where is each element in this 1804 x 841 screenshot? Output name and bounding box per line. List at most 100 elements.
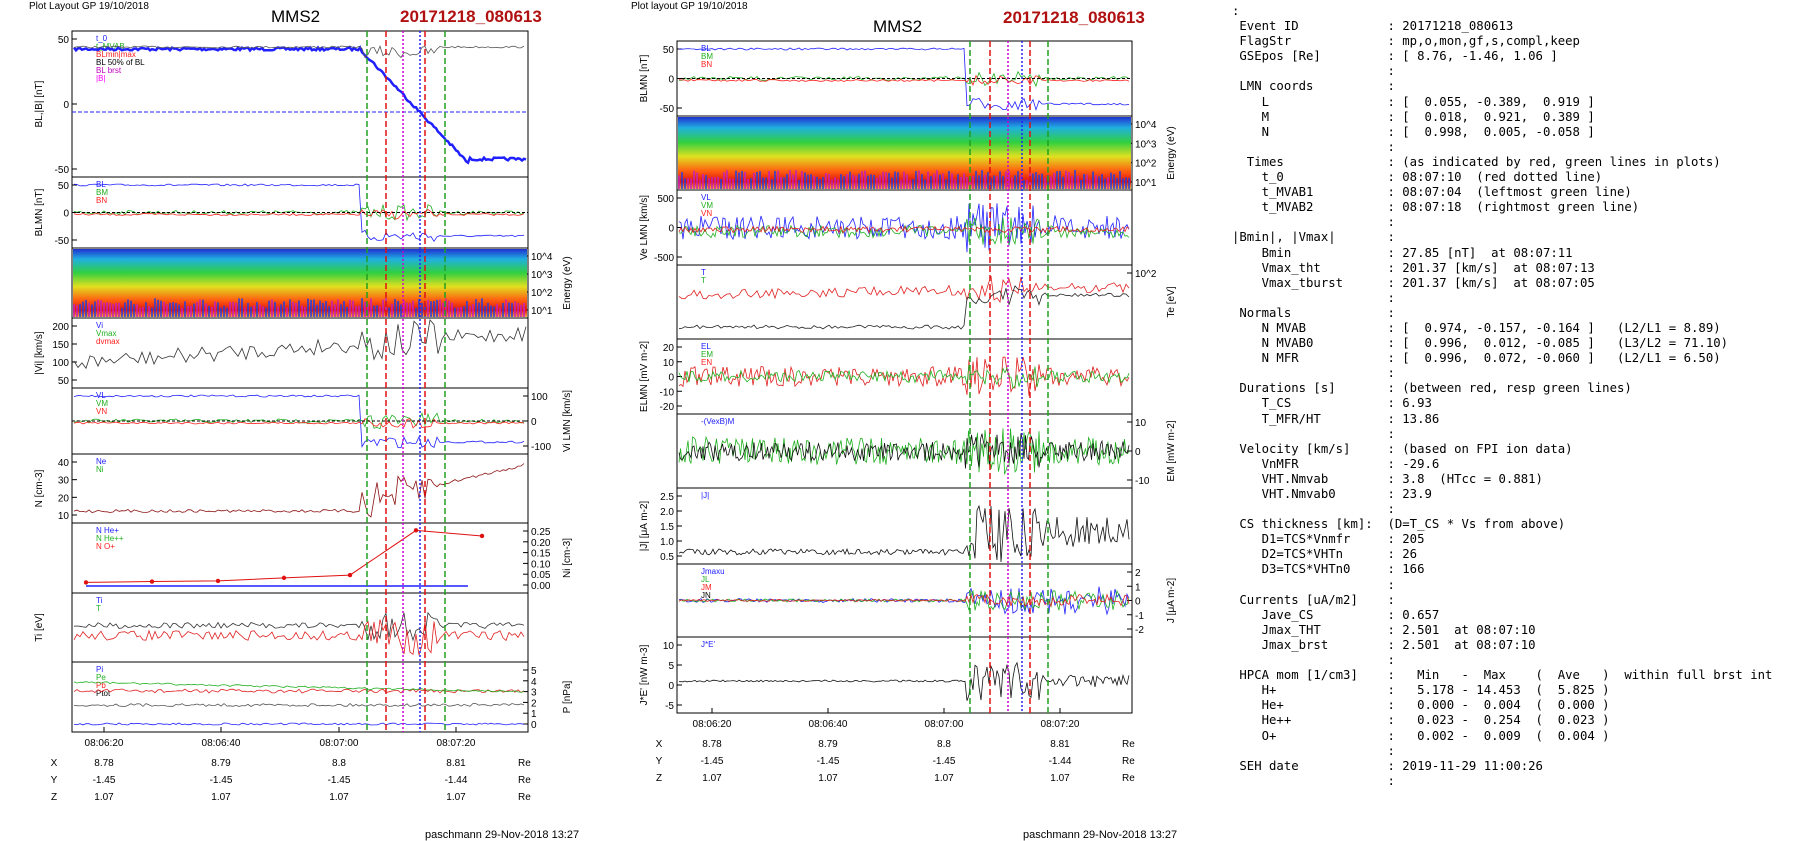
summary-line: VnMFR : -29.6 bbox=[1232, 456, 1440, 471]
summary-line: : bbox=[1232, 653, 1395, 668]
y-axis-label: Ve LMN [km/s] bbox=[639, 195, 650, 260]
legend-entry: BL 50% of BL bbox=[96, 58, 145, 67]
y-tick-label-right: 10^4 bbox=[531, 252, 553, 263]
y-tick-label: 50 bbox=[58, 376, 70, 387]
y-tick-label: 500 bbox=[657, 194, 674, 205]
right-axis-label: Te [eV] bbox=[1166, 286, 1177, 317]
summary-line: |Bmin|, |Vmax| : bbox=[1232, 230, 1395, 245]
y-axis-label: BLMN [nT] bbox=[639, 54, 650, 102]
position-value: -1.45 bbox=[328, 775, 351, 786]
y-tick-label: 0 bbox=[63, 209, 69, 220]
position-row-label: Z bbox=[51, 792, 57, 803]
L-series bbox=[73, 394, 525, 449]
right-axis-label: Energy (eV) bbox=[1166, 126, 1177, 179]
summary-line: : bbox=[1232, 4, 1240, 18]
Em-green-series bbox=[678, 428, 1130, 475]
summary-line: : bbox=[1232, 290, 1395, 305]
summary-line: CS thickness [km]: (D=T_CS * Vs from abo… bbox=[1232, 517, 1566, 532]
position-value: 8.81 bbox=[1050, 739, 1070, 750]
y-tick-label-right: 10^2 bbox=[531, 288, 553, 299]
summary-line: : bbox=[1232, 139, 1395, 154]
y-tick-label-right: -100 bbox=[531, 442, 551, 453]
y-tick-label-right: 0 bbox=[1135, 447, 1141, 458]
position-row-label: Z bbox=[656, 773, 662, 784]
legend-entry: EL bbox=[701, 342, 711, 351]
legend-entry: JM bbox=[701, 583, 712, 592]
summary-line: : bbox=[1232, 773, 1395, 788]
position-value: 1.07 bbox=[94, 792, 114, 803]
y-tick-label-right: 10^2 bbox=[1135, 269, 1157, 280]
panel-frame bbox=[71, 453, 529, 524]
summary-line: Event ID : 20171218_080613 bbox=[1232, 19, 1514, 34]
E-green-series bbox=[678, 364, 1130, 389]
middle-event-label: 20171218_080613 bbox=[1003, 8, 1145, 27]
panel-frame bbox=[71, 661, 529, 733]
legend-entry: N He+ bbox=[96, 526, 119, 535]
M-series bbox=[73, 411, 525, 430]
summary-line: GSEpos [Re] : [ 8.76, -1.46, 1.06 ] bbox=[1232, 49, 1558, 64]
right-axis-label: Ni [cm-3] bbox=[562, 538, 573, 578]
legend-entry: Pi bbox=[96, 665, 103, 674]
legend-entry: t_MVAB bbox=[96, 42, 125, 51]
position-value: -1.44 bbox=[445, 775, 468, 786]
left-event-label: 20171218_080613 bbox=[400, 7, 542, 26]
position-row-label: X bbox=[656, 739, 663, 750]
summary-line: Durations [s] : (between red, resp green… bbox=[1232, 381, 1632, 396]
legend-entry: VN bbox=[96, 407, 107, 416]
summary-line: M : [ 0.018, 0.921, 0.389 ] bbox=[1232, 109, 1595, 124]
summary-line: T_CS : 6.93 bbox=[1232, 396, 1432, 411]
panel-frame bbox=[676, 487, 1133, 565]
y-tick-label-right: 10^4 bbox=[1135, 120, 1157, 131]
position-value: -1.45 bbox=[817, 756, 840, 767]
left-footer: paschmann 29-Nov-2018 13:27 bbox=[425, 829, 580, 841]
position-value: -1.45 bbox=[933, 756, 956, 767]
position-value: -1.45 bbox=[210, 775, 233, 786]
y-tick-label: -10 bbox=[660, 387, 675, 398]
summary-line: t_MVAB2 : 08:07:18 (rightmost green line… bbox=[1232, 200, 1640, 215]
summary-line: Normals : bbox=[1232, 305, 1395, 320]
legend-entry: BM bbox=[701, 52, 713, 61]
legend-entry: Jmaxu bbox=[701, 567, 725, 576]
y-axis-label: ELMN [mV m-2] bbox=[639, 341, 650, 412]
x-tick-label: 08:07:00 bbox=[925, 719, 964, 730]
y-tick-label: -50 bbox=[55, 165, 70, 176]
x-tick-label: 08:06:40 bbox=[809, 719, 848, 730]
legend-entry: VN bbox=[701, 209, 712, 218]
y-tick-label: 0 bbox=[668, 373, 674, 384]
y-tick-label: 50 bbox=[58, 181, 70, 192]
summary-line: HPCA mom [1/cm3] : Min - Max ( Ave ) wit… bbox=[1232, 668, 1773, 683]
E-red-series bbox=[678, 356, 1130, 396]
summary-line: Velocity [km/s] : (based on FPI ion data… bbox=[1232, 441, 1573, 456]
summary-line: Bmin : 27.85 [nT] at 08:07:11 bbox=[1232, 245, 1573, 260]
position-value: 8.8 bbox=[937, 739, 951, 750]
legend-entry: BN bbox=[701, 60, 712, 69]
legend-entry: EN bbox=[701, 358, 712, 367]
y-axis-label: |J| [μA m-2] bbox=[639, 501, 650, 552]
summary-line: N : [ 0.998, 0.005, -0.058 ] bbox=[1232, 124, 1595, 139]
y-axis-label: J*E' [nW m-3] bbox=[639, 644, 650, 705]
y-tick-label: -50 bbox=[55, 236, 70, 247]
he-plus-plus-point bbox=[83, 580, 89, 585]
summary-line: Currents [uA/m2] : bbox=[1232, 592, 1395, 607]
summary-line: t_MVAB1 : 08:07:04 (leftmost green line) bbox=[1232, 185, 1632, 200]
x-tick-label: 08:07:20 bbox=[437, 738, 476, 749]
summary-line: D3=TCS*VHTn0 : 166 bbox=[1232, 562, 1425, 577]
right-axis-label: P [nPa] bbox=[562, 680, 573, 713]
y-tick-label-right: 10^2 bbox=[1135, 159, 1157, 170]
y-tick-label: 0 bbox=[668, 75, 674, 86]
position-row-label: Y bbox=[51, 775, 58, 786]
legend-entry: |B| bbox=[96, 74, 106, 83]
summary-line: He++ : 0.023 - 0.254 ( 0.023 ) bbox=[1232, 713, 1610, 728]
P-series bbox=[73, 688, 525, 694]
y-tick-label: 0 bbox=[668, 681, 674, 692]
summary-line: Jmax_THT : 2.501 at 08:07:10 bbox=[1232, 622, 1536, 637]
position-value: 8.79 bbox=[818, 739, 838, 750]
position-value: 8.79 bbox=[211, 758, 231, 769]
legend-entry: Ptot bbox=[96, 689, 111, 698]
legend-entry: J*E' bbox=[701, 640, 715, 649]
position-value: -1.45 bbox=[93, 775, 116, 786]
y-tick-label-right: 0.10 bbox=[531, 559, 551, 570]
legend-entry: dvmax bbox=[96, 337, 120, 346]
J-N-series bbox=[678, 593, 1130, 608]
